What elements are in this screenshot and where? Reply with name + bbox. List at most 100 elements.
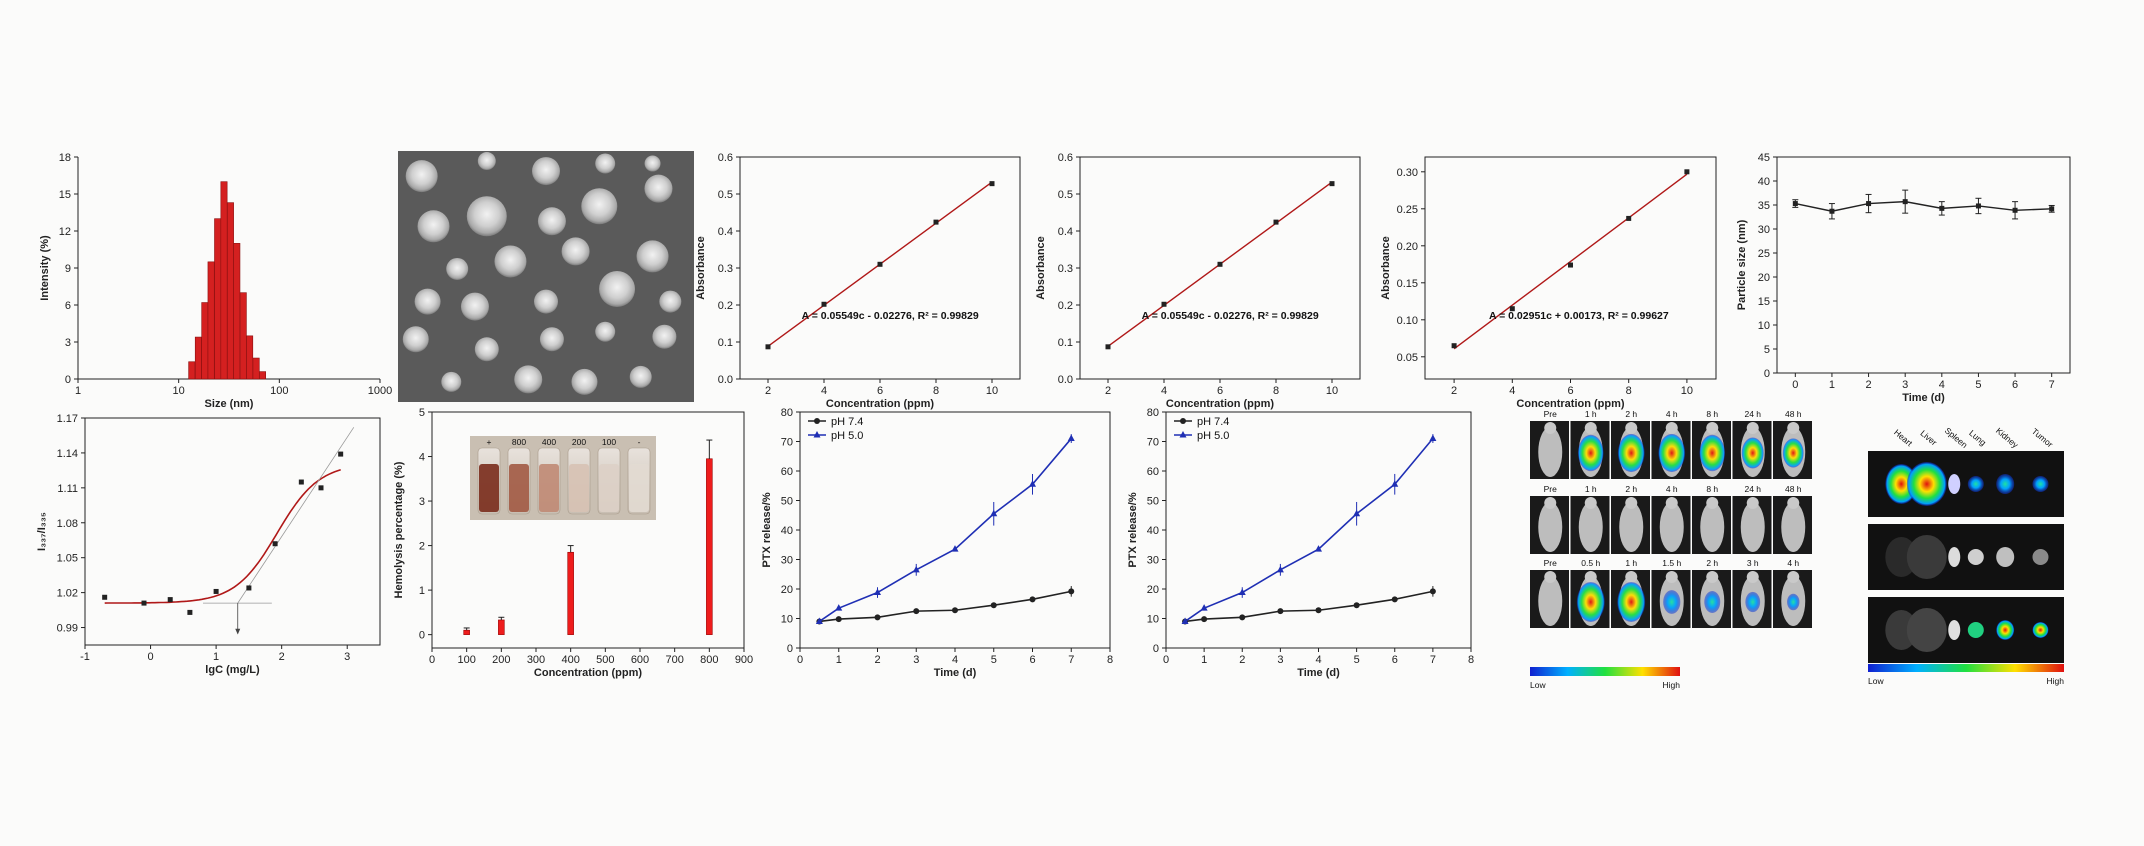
data-point — [338, 451, 344, 457]
inset-label: 100 — [602, 437, 616, 447]
hemolysis-bar — [706, 458, 713, 635]
y-tick-label: 35 — [1758, 200, 1770, 212]
timepoint-label: 24 h — [1744, 484, 1761, 494]
data-point — [874, 588, 881, 596]
x-axis-label: Time (d) — [934, 667, 977, 679]
mouse-head — [1746, 422, 1759, 434]
data-point — [990, 602, 997, 609]
data-point — [765, 344, 771, 350]
data-point — [1105, 344, 1111, 350]
mouse-head — [1625, 571, 1638, 583]
mouse-head — [1746, 497, 1759, 509]
x-axis-label: Time (d) — [1902, 392, 1945, 404]
histogram-bar — [259, 371, 266, 380]
x-tick-label: 4 — [1315, 654, 1321, 666]
data-point — [102, 594, 108, 600]
nanoparticle — [514, 365, 543, 394]
x-tick-label: 10 — [986, 385, 998, 397]
y-tick-label: 80 — [1147, 407, 1159, 419]
x-axis-label: Concentration (ppm) — [1166, 398, 1274, 410]
y-tick-label: 12 — [59, 226, 71, 238]
data-point — [1391, 480, 1399, 487]
inset-label: 200 — [572, 437, 586, 447]
nanoparticle — [441, 371, 462, 392]
y-tick-label: 0.0 — [718, 374, 733, 386]
timepoint-label: Pre — [1544, 409, 1558, 419]
inset-label: - — [638, 437, 641, 447]
x-tick-label: 900 — [735, 654, 753, 666]
y-axis-label: PTX release/% — [761, 492, 773, 567]
mouse-head — [1544, 497, 1557, 509]
y-tick-label: 0.25 — [1397, 204, 1418, 216]
fluorescence-signal — [1782, 438, 1804, 468]
organ — [1967, 549, 1984, 565]
timepoint-label: 4 h — [1666, 409, 1678, 419]
y-tick-label: 70 — [1147, 437, 1159, 449]
y-tick-label: 0.10 — [1397, 315, 1418, 327]
y-tick-label: 5 — [419, 407, 425, 419]
organ — [1948, 474, 1961, 494]
legend-marker — [814, 418, 820, 424]
data-point — [2012, 207, 2018, 213]
fluorescence-signal — [1617, 433, 1645, 473]
data-point — [1939, 205, 1945, 211]
y-axis-label: Absorbance — [695, 236, 707, 300]
y-axis-label: PTX release/% — [1127, 492, 1139, 567]
organ-label: Lung — [1967, 428, 1988, 448]
data-point — [1975, 203, 1981, 209]
data-point — [2049, 206, 2055, 212]
nanoparticle — [477, 152, 496, 171]
timepoint-label: 48 h — [1785, 484, 1802, 494]
y-tick-label: 1.11 — [57, 483, 78, 495]
x-tick-label: 0 — [797, 654, 803, 666]
mouse-body — [1740, 502, 1765, 552]
timepoint-label: 2 h — [1625, 409, 1637, 419]
nanoparticle — [644, 155, 661, 172]
nanoparticle — [460, 292, 489, 321]
x-tick-label: 4 — [1509, 385, 1515, 397]
series-line — [818, 438, 1072, 623]
x-tick-label: 8 — [1626, 385, 1632, 397]
data-point — [141, 600, 147, 606]
x-axis-label: Concentration (ppm) — [826, 398, 934, 410]
x-tick-label: 100 — [270, 385, 288, 397]
timepoint-label: 1.5 h — [1662, 558, 1681, 568]
timepoint-label: 48 h — [1785, 409, 1802, 419]
histogram-bar — [220, 181, 228, 380]
x-tick-label: 6 — [877, 385, 883, 397]
timepoint-label: 4 h — [1787, 558, 1799, 568]
data-point — [1429, 588, 1436, 595]
mouse-body — [1781, 502, 1806, 552]
y-tick-label: 60 — [781, 466, 793, 478]
data-point — [835, 616, 842, 623]
data-point — [187, 609, 193, 615]
histogram-bar — [201, 302, 209, 380]
y-tick-label: 0 — [1764, 368, 1770, 380]
timepoint-label: 4 h — [1666, 484, 1678, 494]
data-point — [1239, 614, 1246, 621]
nanoparticle — [534, 289, 558, 314]
mouse-body — [1659, 502, 1684, 552]
plot-frame — [84, 417, 381, 646]
size-line — [1795, 200, 2052, 212]
x-tick-label: 100 — [457, 654, 475, 666]
y-axis-label: Absorbance — [1380, 236, 1392, 300]
data-point — [1391, 596, 1398, 603]
data-point — [1866, 201, 1872, 207]
x-tick-label: 8 — [1273, 385, 1279, 397]
fit-equation: A = 0.02951c + 0.00173, R² = 0.99627 — [1489, 310, 1669, 322]
colorbar — [1868, 664, 2064, 672]
cmc-arrow — [235, 628, 241, 635]
mouse-head — [1665, 571, 1678, 583]
x-tick-label: 2 — [765, 385, 771, 397]
x-axis-label: Size (nm) — [205, 398, 254, 410]
plot-frame — [1776, 156, 2071, 374]
data-point — [821, 301, 827, 307]
nanoparticle — [532, 157, 560, 186]
data-point — [1829, 208, 1835, 214]
x-tick-label: 10 — [1681, 385, 1693, 397]
x-tick-label: 8 — [933, 385, 939, 397]
fluorescence-signal — [1663, 590, 1681, 614]
y-tick-label: 3 — [65, 337, 71, 349]
